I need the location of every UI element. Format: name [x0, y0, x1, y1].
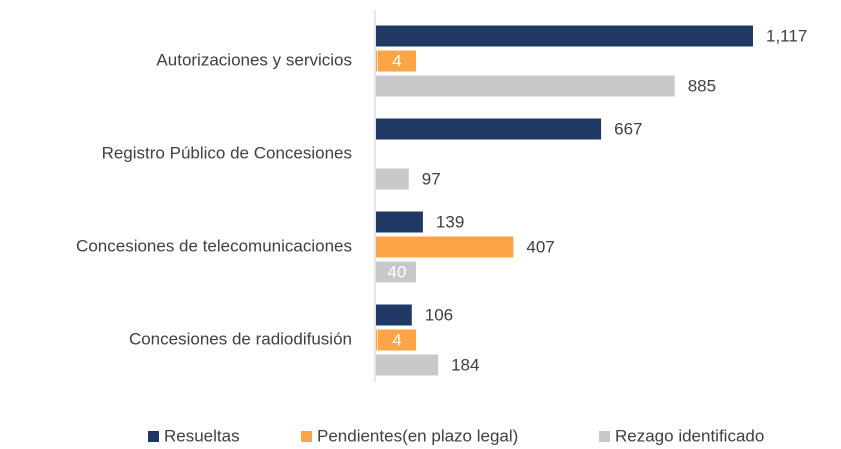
value-label: 885: [688, 76, 716, 95]
bar: [376, 75, 675, 97]
value-label: 4: [392, 330, 401, 349]
legend-swatch: [599, 431, 610, 442]
value-label: 4: [392, 51, 401, 70]
value-label: 1,117: [766, 26, 807, 45]
legend-swatch: [148, 431, 159, 442]
value-label: 667: [614, 119, 642, 138]
value-label: 97: [422, 169, 441, 188]
category-label: Concesiones de telecomunicaciones: [76, 236, 352, 255]
category-label: Registro Público de Concesiones: [102, 143, 352, 162]
bar: [376, 329, 378, 351]
value-label-box: [378, 329, 416, 351]
category-label: Concesiones de radiodifusión: [129, 329, 352, 348]
legend-label: Pendientes(en plazo legal): [317, 426, 518, 445]
bar: [376, 168, 409, 190]
legend-label: Resueltas: [164, 426, 240, 445]
value-label: 40: [388, 262, 407, 281]
value-label: 184: [451, 355, 479, 374]
value-label: 407: [526, 237, 554, 256]
value-label-box: [378, 261, 416, 283]
bar: [376, 50, 378, 72]
legend-swatch: [301, 431, 312, 442]
bar: [376, 25, 753, 47]
legend-label: Rezago identificado: [615, 426, 764, 445]
category-label: Autorizaciones y servicios: [156, 50, 352, 69]
bar: [376, 304, 412, 326]
bar: [376, 354, 439, 376]
bar: [376, 211, 423, 233]
bar: [376, 118, 602, 140]
value-label-box: [378, 50, 416, 72]
value-label: 139: [436, 212, 464, 231]
value-label: 106: [425, 305, 453, 324]
bar: [376, 236, 514, 258]
